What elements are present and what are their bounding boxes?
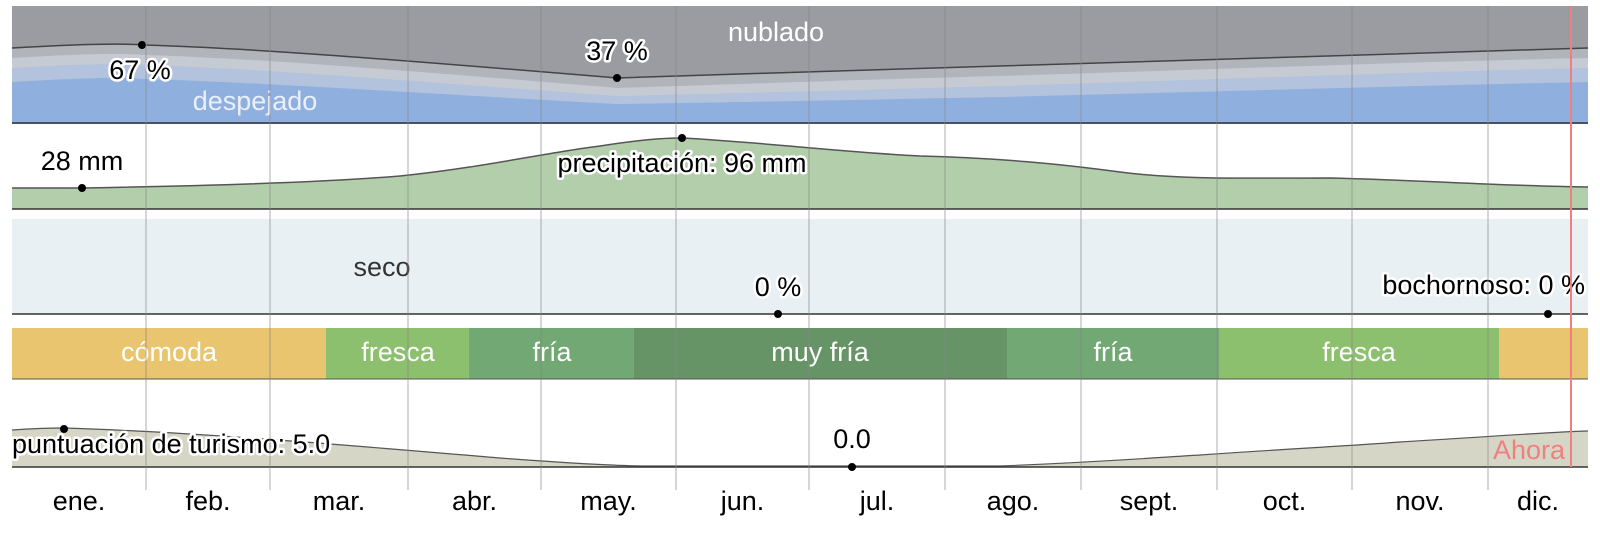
annotation: precipitación: 96 mm [557, 148, 806, 178]
band-label: muy fría [771, 337, 870, 367]
dry-area [12, 219, 1588, 314]
comfort-band [326, 328, 469, 379]
annotation: 67 % [109, 55, 171, 85]
month-label: abr. [452, 486, 497, 516]
comfort-band [1219, 328, 1499, 379]
comfort-band [634, 328, 1007, 379]
month-label: feb. [185, 486, 230, 516]
month-label: ene. [53, 486, 106, 516]
precip-area [12, 138, 1588, 209]
dry-label: seco [353, 252, 410, 282]
point [138, 41, 146, 49]
precip-line [12, 137, 1589, 189]
band-label: cómoda [121, 337, 218, 367]
tourism-area [12, 428, 1588, 467]
point [774, 310, 782, 318]
month-label: ago. [987, 486, 1040, 516]
annotation: 28 mm [41, 146, 124, 176]
band-label: fresca [361, 337, 436, 367]
annotation: 0.0 [833, 424, 871, 454]
month-label: may. [580, 486, 637, 516]
comfort-band [1007, 328, 1219, 379]
point [60, 425, 68, 433]
comfort-band [12, 328, 326, 379]
annotation: 37 % [586, 36, 648, 66]
band-label: fresca [1322, 337, 1397, 367]
annotation: 0 % [755, 272, 802, 302]
month-label: nov. [1395, 486, 1444, 516]
month-label: jul. [859, 486, 895, 516]
point [1544, 310, 1552, 318]
month-grid [145, 6, 1489, 490]
month-label: jun. [720, 486, 765, 516]
month-label: dic. [1517, 486, 1559, 516]
humidity-panel: seco 0 % bochornoso: 0 % [12, 219, 1588, 318]
band-label: fría [532, 337, 572, 367]
comfort-band [1499, 328, 1588, 379]
point [848, 463, 856, 471]
tourism-line [11, 427, 1589, 467]
now-label: Ahora [1493, 435, 1566, 465]
cloud-panel: nublado despejado 67 % 37 % [11, 6, 1589, 124]
clear-label: despejado [193, 86, 318, 116]
comfort-band [469, 328, 634, 379]
annotation: bochornoso: 0 % [1382, 270, 1585, 300]
point [78, 184, 86, 192]
precip-panel: 28 mm precipitación: 96 mm [12, 134, 1589, 210]
band-label: fría [1093, 337, 1133, 367]
annotation: puntuación de turismo: 5.0 [12, 429, 330, 459]
tourism-panel: puntuación de turismo: 5.0 0.0 [10, 422, 1589, 471]
month-label: oct. [1263, 486, 1307, 516]
month-label: sept. [1120, 486, 1179, 516]
cloudy-label: nublado [728, 17, 824, 47]
clear-area [12, 78, 1588, 124]
point [678, 134, 686, 142]
point [613, 74, 621, 82]
month-label: mar. [313, 486, 366, 516]
comfort-panel: cómoda fresca fría muy fría fría fresca [12, 328, 1588, 380]
